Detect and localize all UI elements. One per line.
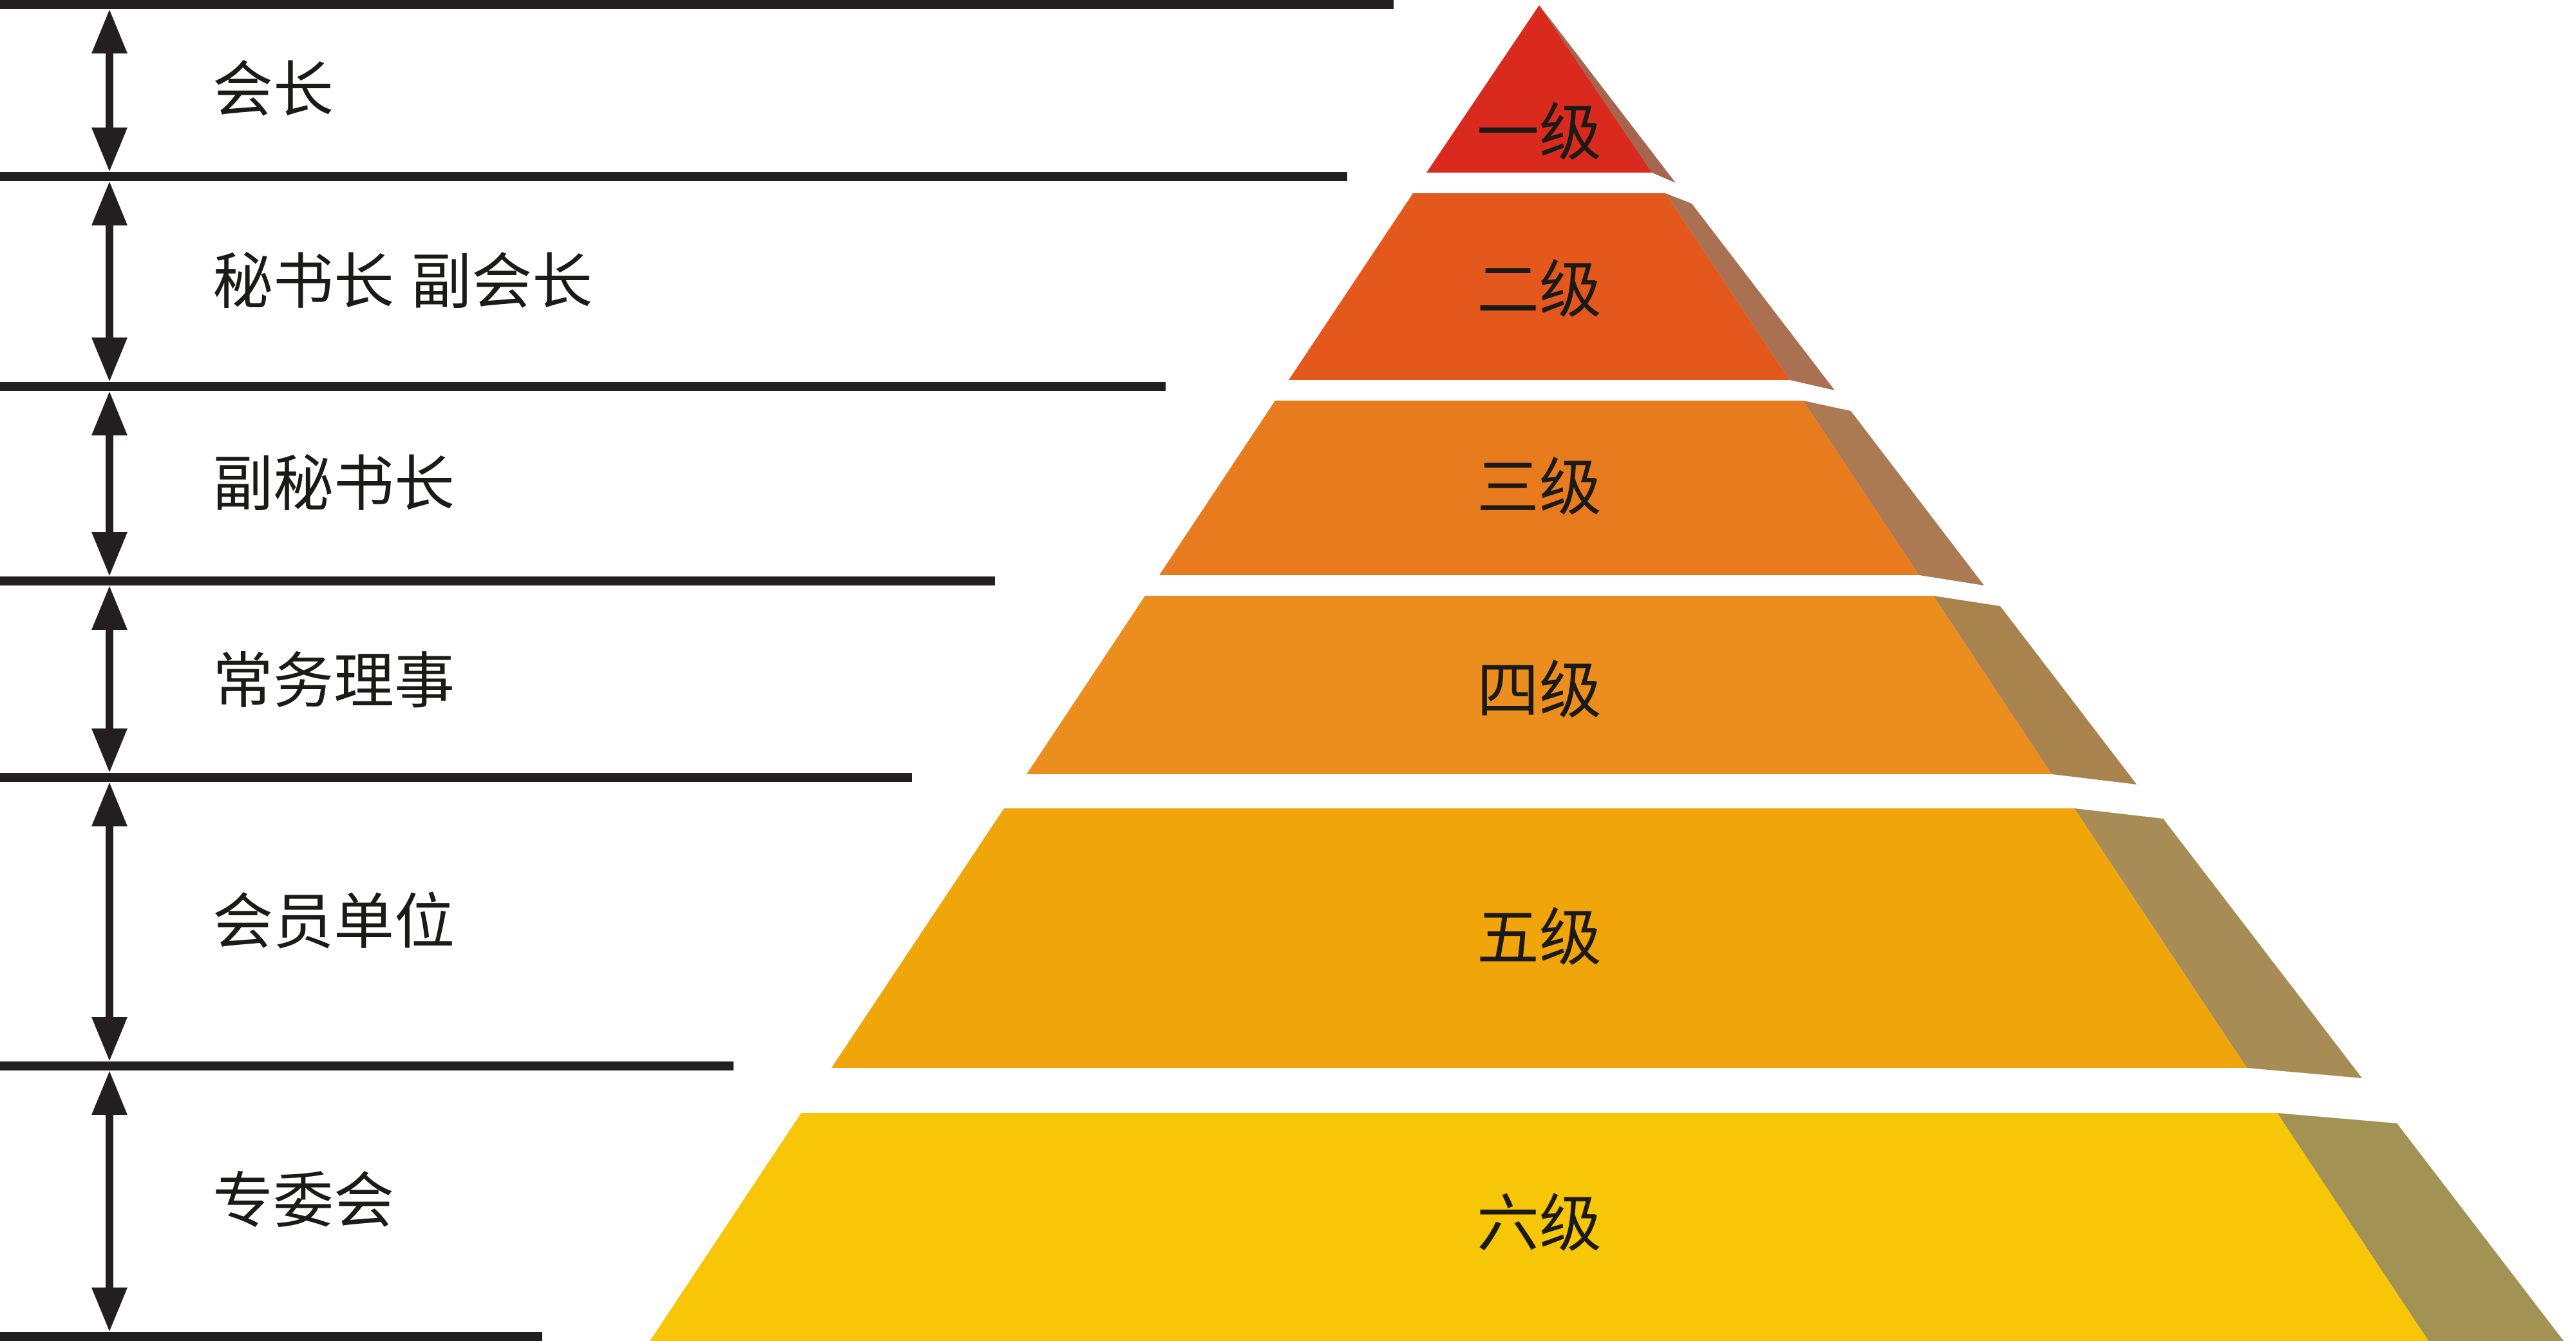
arrow-down-head — [91, 532, 128, 576]
pyramid-level-5-label: 五级 — [1477, 903, 1602, 973]
dimension-line-7 — [0, 1332, 542, 1341]
arrow-stem — [106, 434, 113, 533]
role-label-level-3: 副秘书长 — [213, 450, 455, 518]
pyramid-level-2-face — [1289, 193, 1790, 380]
pyramid-level-2-side — [1665, 193, 1835, 390]
arrow-stem — [106, 629, 113, 730]
measure-arrow-level-4 — [91, 586, 128, 772]
arrow-down-head — [91, 1017, 128, 1061]
arrow-up-head — [91, 392, 128, 435]
pyramid-level-2-label: 二级 — [1477, 255, 1602, 325]
pyramid-level-6-face — [650, 1113, 2429, 1341]
measure-arrow-level-6 — [91, 1071, 128, 1331]
pyramid-level-3-face — [1159, 401, 1919, 575]
arrow-down-head — [91, 1288, 128, 1331]
pyramid-level-6-side — [2277, 1113, 2564, 1341]
arrow-down-head — [91, 728, 128, 772]
dimension-line-6 — [0, 1061, 734, 1070]
role-label-level-4: 常务理事 — [213, 647, 455, 715]
pyramid-level-5-side — [2074, 808, 2362, 1078]
role-label-level-2: 秘书长 副会长 — [213, 248, 592, 316]
arrow-down-head — [91, 128, 128, 171]
pyramid-level-3-side — [1803, 401, 1984, 585]
measure-arrow-level-3 — [91, 392, 128, 576]
measure-arrow-level-5 — [91, 783, 128, 1061]
role-label-level-1: 会长 — [213, 56, 334, 124]
role-label-level-5: 会员单位 — [213, 888, 455, 956]
arrow-up-head — [91, 1071, 128, 1115]
arrow-up-head — [91, 586, 128, 630]
pyramid-level-1-side — [1539, 5, 1676, 183]
arrow-up-head — [91, 182, 128, 225]
pyramid-level-4-side — [1933, 596, 2137, 785]
arrow-down-head — [91, 338, 128, 381]
pyramid-level-4-face — [1027, 596, 2052, 774]
dimension-line-5 — [0, 773, 912, 782]
measure-arrow-level-1 — [91, 10, 128, 171]
pyramid-level-1-label: 一级 — [1477, 98, 1602, 168]
pyramid-level-6-label: 六级 — [1477, 1189, 1602, 1259]
pyramid-level-5-face — [831, 808, 2247, 1068]
dimension-line-2 — [0, 172, 1347, 181]
pyramid-level-3-label: 三级 — [1477, 453, 1602, 523]
pyramid-level-4-label: 四级 — [1477, 656, 1602, 726]
arrow-stem — [106, 52, 113, 129]
arrow-up-head — [91, 10, 128, 53]
arrow-stem — [106, 825, 113, 1018]
arrow-stem — [106, 1114, 113, 1289]
dimension-line-3 — [0, 382, 1166, 391]
dimension-line-4 — [0, 576, 995, 585]
measure-arrow-level-2 — [91, 182, 128, 381]
arrow-stem — [106, 224, 113, 339]
dimension-line-1 — [0, 0, 1394, 9]
pyramid-level-1-face — [1426, 5, 1652, 173]
arrow-up-head — [91, 783, 128, 826]
role-label-level-6: 专委会 — [213, 1167, 394, 1235]
